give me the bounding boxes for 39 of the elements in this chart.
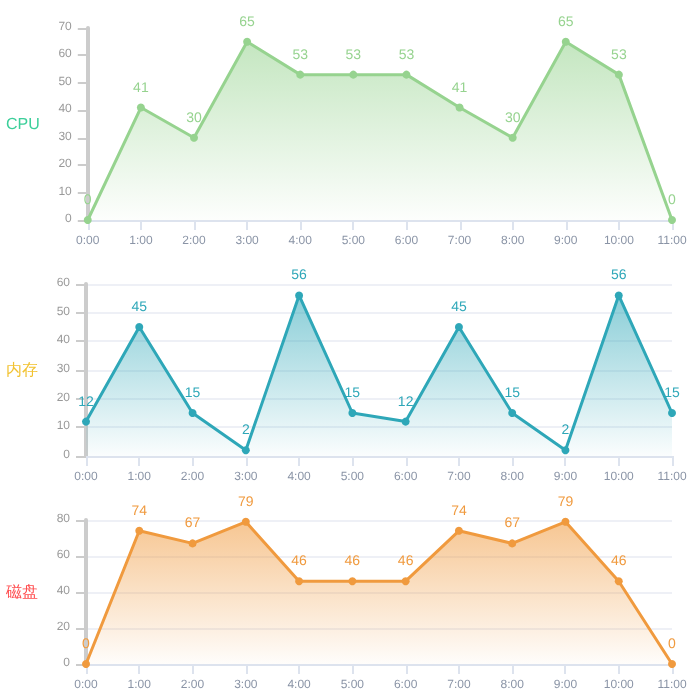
point [668, 409, 676, 417]
point [241, 446, 250, 455]
point [295, 291, 304, 300]
point [508, 133, 517, 142]
point [561, 37, 570, 46]
point [296, 70, 305, 79]
y-axis-title: 内存 [6, 361, 38, 379]
point [243, 37, 252, 46]
point [668, 216, 676, 224]
point [188, 539, 197, 548]
point [82, 417, 90, 426]
point [348, 577, 357, 586]
point [402, 70, 411, 79]
point [188, 409, 197, 417]
point [454, 323, 463, 331]
point [614, 70, 623, 79]
point [508, 539, 517, 548]
point [135, 526, 144, 535]
point [508, 409, 517, 417]
point [455, 103, 464, 112]
point [401, 577, 410, 586]
point [82, 660, 90, 668]
point [614, 291, 623, 300]
point [668, 660, 676, 668]
point [454, 526, 463, 535]
point [295, 577, 304, 586]
point [614, 577, 623, 586]
y-axis-title: 磁盘 [4, 583, 38, 601]
point [241, 517, 250, 526]
point [136, 103, 145, 112]
point [190, 133, 198, 142]
point [135, 323, 144, 331]
point [401, 417, 410, 426]
point [561, 517, 570, 526]
point [349, 70, 358, 79]
point [561, 446, 570, 455]
point [83, 216, 92, 224]
y-axis-title: CPU [6, 115, 41, 133]
point [348, 409, 357, 417]
